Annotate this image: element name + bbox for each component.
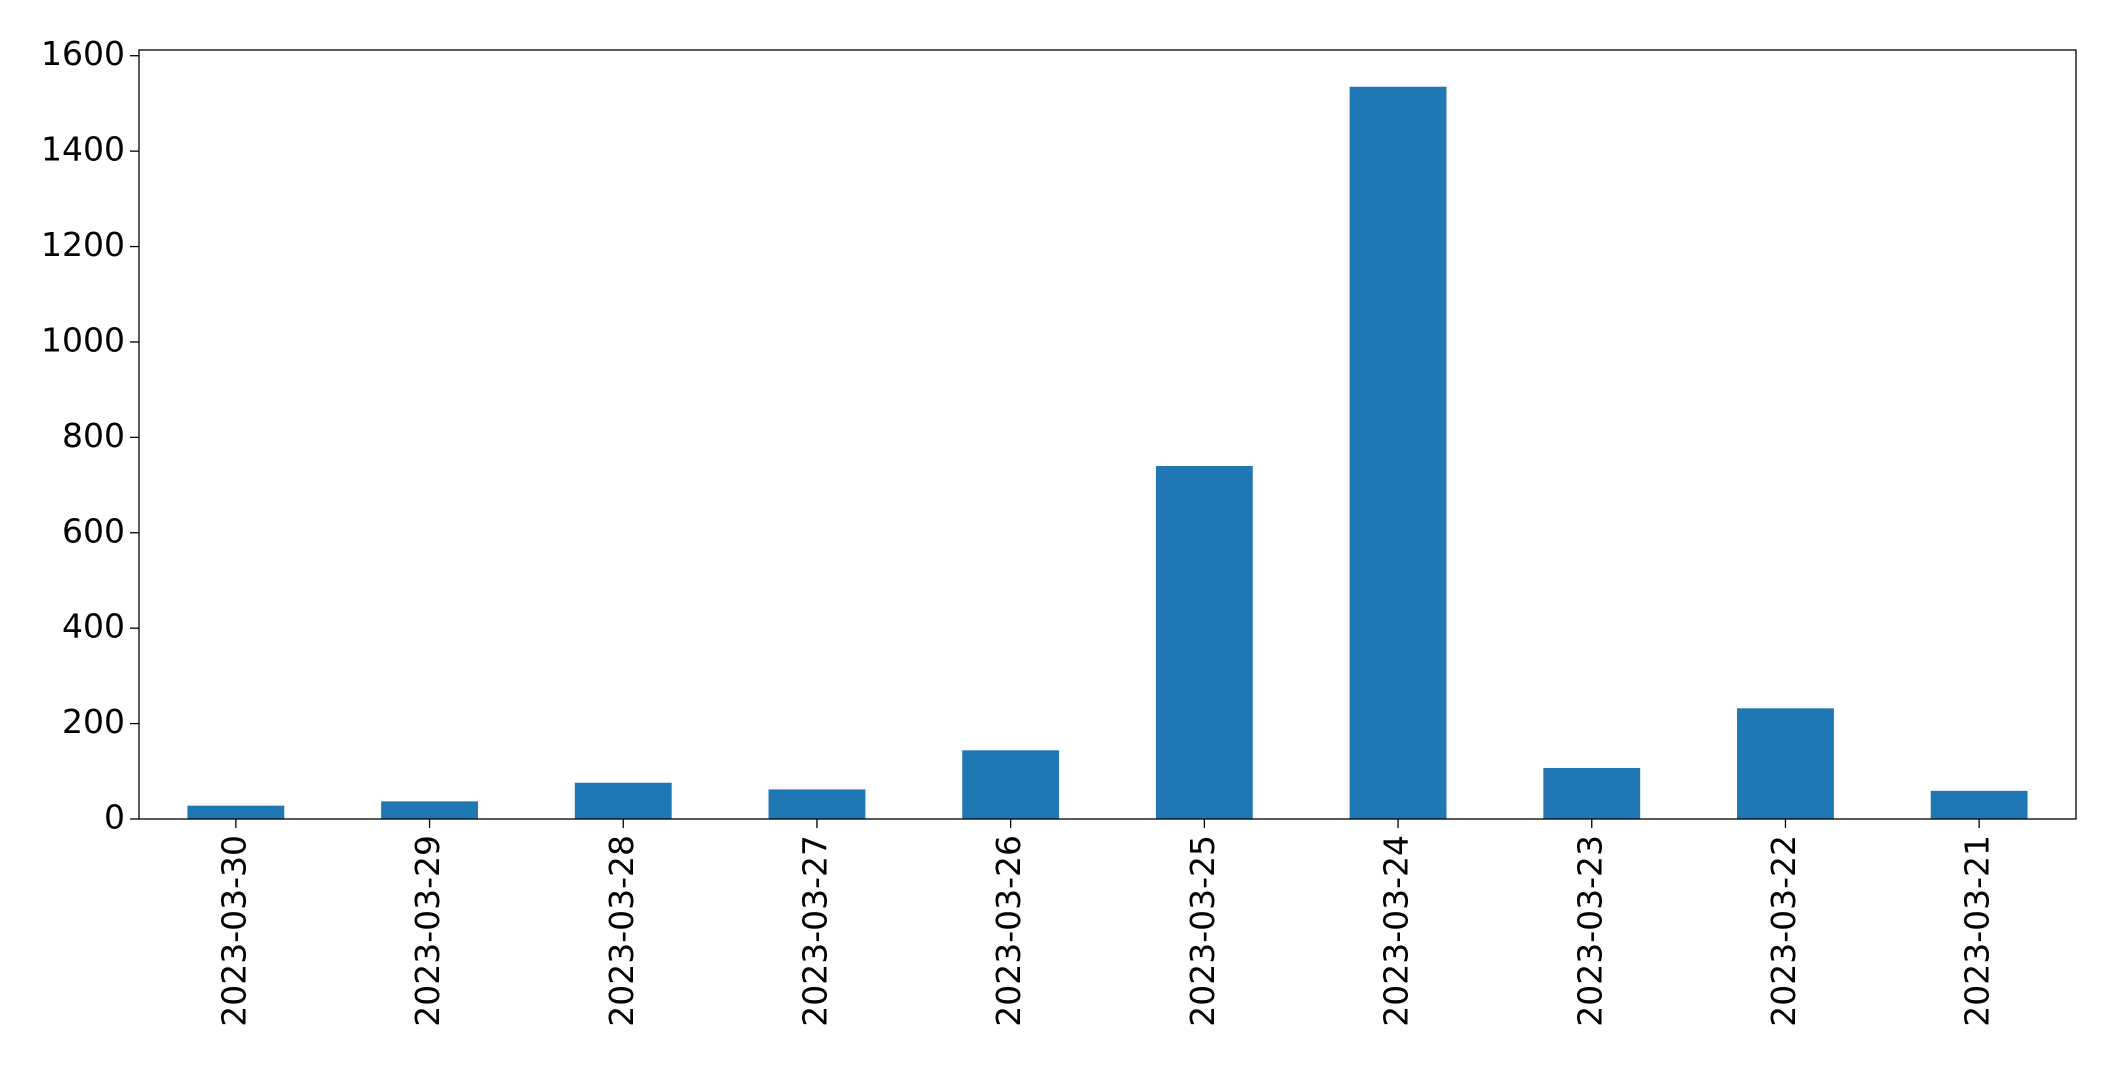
y-tick-label: 800	[62, 416, 125, 455]
y-tick-label: 0	[104, 798, 125, 837]
y-tick-label: 1600	[41, 34, 125, 73]
bar	[187, 805, 285, 819]
bar	[1930, 790, 2028, 819]
y-tick-label: 600	[62, 511, 125, 550]
y-tick-label: 200	[62, 702, 125, 741]
bar	[574, 782, 672, 819]
x-tick-label: 2023-03-22	[1764, 835, 1803, 1027]
bar	[1155, 465, 1253, 819]
y-tick-label: 400	[62, 607, 125, 646]
bar	[768, 789, 866, 819]
x-tick-label: 2023-03-27	[795, 835, 834, 1027]
plot-frame	[138, 49, 2077, 820]
x-tick-label: 2023-03-28	[602, 835, 641, 1027]
x-tick-label: 2023-03-21	[1958, 835, 1997, 1027]
bar	[1349, 86, 1447, 820]
y-tick-label: 1200	[41, 225, 125, 264]
bar	[1543, 767, 1641, 819]
x-tick-label: 2023-03-30	[214, 835, 253, 1027]
bar	[962, 750, 1060, 819]
x-tick-label: 2023-03-29	[408, 835, 447, 1027]
x-tick-label: 2023-03-23	[1570, 835, 1609, 1027]
bar	[1737, 708, 1834, 819]
y-tick-label: 1400	[41, 130, 125, 169]
x-tick-label: 2023-03-25	[1183, 835, 1222, 1027]
x-tick-label: 2023-03-26	[989, 835, 1028, 1027]
bar	[381, 801, 478, 819]
x-tick-label: 2023-03-24	[1377, 835, 1416, 1027]
y-tick-label: 1000	[41, 320, 125, 359]
